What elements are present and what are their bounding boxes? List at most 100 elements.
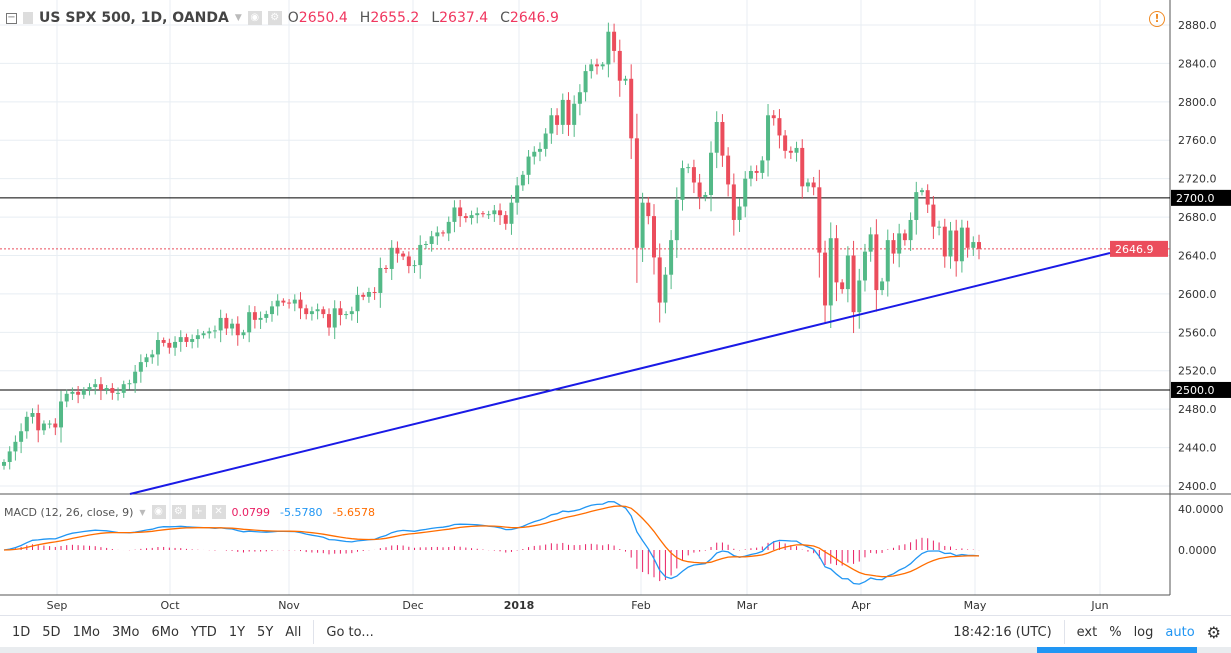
- candle-body: [201, 333, 206, 336]
- gear-icon[interactable]: ⚙: [171, 505, 186, 519]
- price-tick-label: 2600.0: [1178, 288, 1217, 301]
- range-5d[interactable]: 5D: [42, 624, 61, 640]
- candle-body: [486, 214, 491, 216]
- price-tick-label: 2640.0: [1178, 249, 1217, 262]
- candle-body: [560, 99, 565, 125]
- time-tick-label: Apr: [851, 599, 871, 612]
- scrollbar[interactable]: [0, 647, 1231, 653]
- price-tick-label: 2440.0: [1178, 442, 1217, 455]
- candle-body: [161, 340, 166, 343]
- chevron-down-icon[interactable]: ▼: [139, 507, 146, 517]
- macd-tick-label: 0.0000: [1178, 544, 1217, 557]
- candle-body: [36, 413, 41, 431]
- candle-body: [726, 155, 731, 185]
- range-6mo[interactable]: 6Mo: [151, 624, 179, 640]
- candle-body: [138, 362, 143, 372]
- macd-label[interactable]: MACD (12, 26, close, 9): [4, 505, 134, 519]
- candle-body: [252, 312, 257, 320]
- candle-body: [292, 299, 297, 304]
- candle-body: [389, 247, 394, 269]
- high-label: H: [359, 10, 371, 26]
- candle-body: [851, 255, 856, 313]
- candle-body: [885, 240, 890, 282]
- candle-body: [503, 215, 508, 224]
- price-chart[interactable]: 2880.0 2840.0 2800.0 2760.0 2720.0 2680.0 2640…: [0, 0, 1231, 615]
- candle-body: [327, 314, 331, 328]
- range-1y[interactable]: 1Y: [228, 624, 246, 640]
- candle-body: [469, 215, 474, 219]
- candle-body: [344, 314, 349, 316]
- candle-body: [190, 339, 195, 342]
- candle-body: [110, 388, 115, 393]
- range-5y[interactable]: 5Y: [257, 624, 274, 640]
- gear-icon[interactable]: ⚙: [267, 11, 282, 25]
- candle-body: [498, 210, 503, 216]
- scrollbar-thumb[interactable]: [1037, 647, 1197, 653]
- auto-toggle[interactable]: auto: [1165, 624, 1195, 640]
- ext-toggle[interactable]: ext: [1076, 624, 1098, 640]
- range-ytd[interactable]: YTD: [190, 624, 217, 640]
- candle-body: [674, 199, 679, 241]
- chevron-down-icon[interactable]: ▼: [234, 13, 242, 23]
- candle-body: [287, 302, 292, 304]
- macd-header: MACD (12, 26, close, 9) ▼ ◉ ⚙ + ✕ 0.0799…: [4, 505, 375, 519]
- percent-toggle[interactable]: %: [1109, 624, 1122, 640]
- candle-body: [207, 331, 212, 334]
- candle-body: [406, 256, 411, 267]
- candle-body: [247, 312, 252, 333]
- candle-body: [902, 233, 907, 241]
- candle-body: [309, 311, 314, 315]
- bottom-toolbar: 1D 5D 1Mo 3Mo 6Mo YTD 1Y 5Y All Go to...…: [0, 615, 1231, 648]
- candle-body: [167, 342, 172, 348]
- candle-body: [395, 247, 400, 254]
- candle-body: [184, 337, 189, 342]
- candle-body: [954, 230, 959, 262]
- warning-icon[interactable]: !: [1149, 11, 1165, 27]
- candle-body: [401, 253, 406, 257]
- close-icon[interactable]: ✕: [211, 505, 226, 519]
- symbol-title[interactable]: US SPX 500, 1D, OANDA: [39, 10, 229, 26]
- divider: [1063, 620, 1065, 644]
- candle-body: [965, 227, 970, 248]
- candle-body: [794, 147, 799, 153]
- candle-body: [133, 371, 138, 384]
- collapse-icon[interactable]: −: [6, 11, 17, 24]
- time-tick-label: Jun: [1090, 599, 1108, 612]
- candle-body: [623, 78, 628, 81]
- candle-body: [269, 306, 274, 315]
- goto-button[interactable]: Go to...: [326, 624, 374, 640]
- candle-body: [47, 423, 52, 425]
- time-tick-label: Feb: [631, 599, 650, 612]
- candle-body: [646, 202, 651, 217]
- candle-body: [891, 240, 896, 254]
- candle-body: [845, 255, 850, 290]
- candle-body: [452, 207, 457, 222]
- candle-body: [857, 280, 862, 313]
- plus-icon[interactable]: +: [191, 505, 206, 519]
- range-all[interactable]: All: [285, 624, 302, 640]
- candle-body: [526, 156, 531, 175]
- candle-body: [897, 233, 902, 254]
- eye-icon[interactable]: ◉: [247, 11, 262, 25]
- range-1mo[interactable]: 1Mo: [72, 624, 101, 640]
- log-toggle[interactable]: log: [1133, 624, 1154, 640]
- candle-body: [914, 192, 919, 220]
- high-value: 2655.2: [370, 10, 420, 26]
- range-1d[interactable]: 1D: [12, 624, 31, 640]
- eye-icon[interactable]: ◉: [151, 505, 166, 519]
- range-3mo[interactable]: 3Mo: [112, 624, 140, 640]
- settings-gear-icon[interactable]: ⚙: [1206, 622, 1221, 642]
- candle-body: [429, 236, 434, 244]
- candle-body: [817, 187, 822, 253]
- candle-body: [355, 294, 360, 312]
- candle-body: [98, 384, 103, 390]
- candle-body: [583, 71, 588, 93]
- price-tick-label: 2520.0: [1178, 365, 1217, 378]
- candle-body: [748, 170, 753, 179]
- candle-body: [70, 391, 75, 394]
- price-tick-label: 2840.0: [1178, 57, 1217, 70]
- candle-body: [435, 232, 440, 237]
- price-tick-label: 2680.0: [1178, 211, 1217, 224]
- candle-body: [127, 383, 132, 385]
- candle-body: [230, 323, 235, 329]
